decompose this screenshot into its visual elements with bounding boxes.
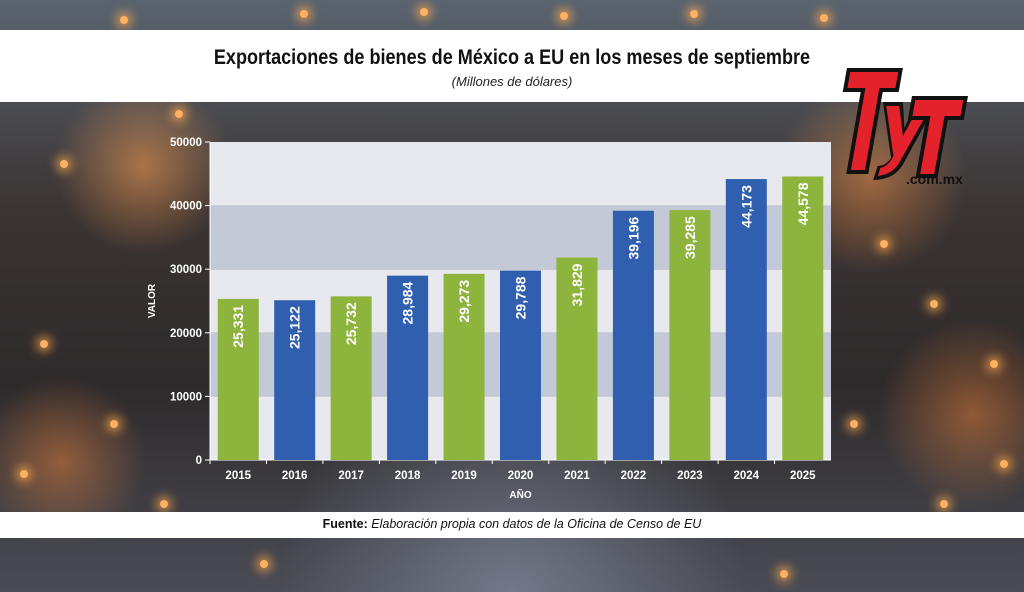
source-band (0, 512, 1024, 538)
bar-2020 (500, 270, 541, 460)
chart-labels: 2015 25,331 2016 25,122 2017 25,732 2018 28,984… (147, 182, 816, 501)
data-label: 31,829 (569, 263, 585, 306)
y-tick-label: 0 (196, 455, 202, 467)
data-label: 44,578 (795, 182, 811, 225)
source-text: Elaboración propia con datos de la Ofici… (371, 517, 702, 531)
x-tick-label: 2015 (225, 470, 251, 482)
data-label: 25,732 (343, 302, 359, 345)
x-tick-label: 2017 (338, 470, 364, 482)
data-label: 29,788 (513, 276, 529, 319)
x-axis-title: AÑO (509, 488, 531, 501)
bar-2019 (443, 273, 485, 460)
x-tick-label: 2022 (621, 470, 647, 482)
y-tick-label: 10000 (170, 391, 202, 403)
source-note: Fuente: Elaboración propia con datos de … (0, 517, 1024, 531)
bar-2023 (669, 210, 711, 460)
source-label: Fuente: (322, 517, 368, 531)
data-label: 25,331 (230, 305, 246, 348)
data-label: 29,273 (456, 280, 472, 323)
logo-domain: .com.mx (906, 171, 963, 187)
x-tick-label: 2025 (790, 470, 816, 482)
x-tick-label: 2019 (451, 470, 477, 482)
data-label: 39,285 (682, 216, 698, 259)
x-tick-label: 2021 (564, 470, 590, 482)
data-label: 39,196 (625, 217, 641, 260)
bar-2015 (217, 298, 259, 460)
data-label: 44,173 (738, 185, 754, 228)
bar-2025 (782, 176, 824, 460)
x-tick-label: 2016 (282, 470, 308, 482)
bar-2024 (725, 179, 767, 460)
x-tick-label: 2024 (734, 470, 760, 482)
tyt-logo: .com.mx (842, 68, 968, 187)
chart-axes: 0 10000 20000 30000 40000 50000 (170, 137, 831, 467)
bar-2017 (330, 296, 372, 460)
chart-bars (217, 176, 824, 460)
y-tick-label: 20000 (170, 328, 202, 340)
x-tick-label: 2018 (395, 470, 421, 482)
data-label: 25,122 (287, 306, 303, 349)
y-tick-label: 50000 (170, 137, 202, 149)
bar-2018 (387, 275, 429, 460)
bar-2022 (612, 210, 654, 460)
y-axis-title: VALOR (147, 283, 158, 318)
y-tick-label: 40000 (170, 201, 202, 213)
y-tick-label: 30000 (170, 264, 202, 276)
bar-2021 (556, 257, 598, 460)
data-label: 28,984 (400, 281, 416, 324)
chart-subtitle: (Millones de dólares) (451, 74, 573, 89)
bar-2016 (274, 300, 316, 460)
x-tick-label: 2023 (677, 470, 703, 482)
x-tick-label: 2020 (508, 470, 534, 482)
chart-title: Exportaciones de bienes de México a EU e… (213, 46, 811, 69)
